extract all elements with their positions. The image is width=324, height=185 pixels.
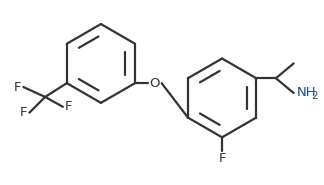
Text: F: F [14,81,21,94]
Text: 2: 2 [311,91,318,101]
Text: F: F [218,152,226,164]
Text: F: F [65,100,73,113]
Text: O: O [149,77,160,90]
Text: F: F [20,106,27,119]
Text: NH: NH [296,87,316,100]
